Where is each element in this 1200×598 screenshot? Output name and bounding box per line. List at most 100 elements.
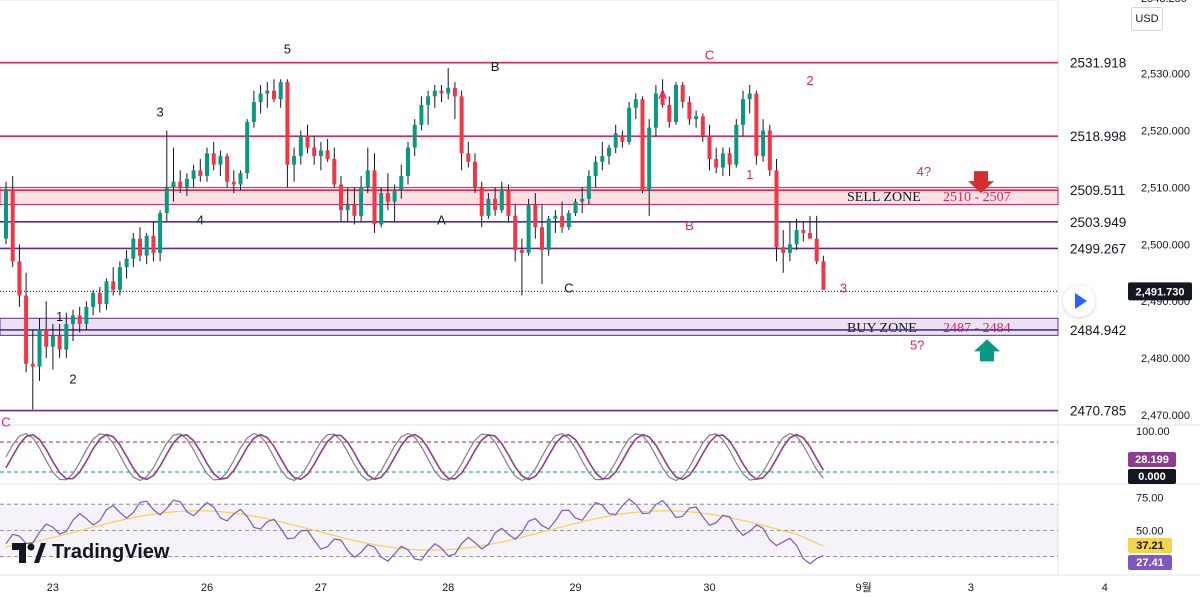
candle-body	[419, 104, 424, 125]
candle-body	[205, 153, 209, 177]
candle-body	[124, 258, 129, 268]
time-tick-label: 4	[1102, 582, 1108, 594]
stoch-k-value: 28.199	[1135, 454, 1169, 466]
candle-body	[258, 93, 263, 103]
candle-body	[158, 213, 163, 253]
candle-body	[754, 93, 759, 157]
candle-body	[647, 127, 652, 191]
stoch-k-badge	[1128, 452, 1176, 467]
candle-body	[560, 215, 565, 228]
arrow-up-icon	[974, 339, 1000, 362]
candle-body	[580, 198, 585, 202]
rsi-value-badge	[1128, 555, 1172, 570]
candle-body	[814, 238, 819, 262]
candle-body	[64, 323, 69, 350]
level-label: 2499.267	[1070, 241, 1126, 256]
sell-zone-range: 2510 - 2507	[943, 190, 1011, 205]
candle-body	[339, 184, 343, 211]
candle-body	[787, 244, 792, 253]
candle-body	[392, 190, 397, 202]
candle-body	[30, 363, 35, 367]
wave-label: 4	[197, 212, 204, 227]
candle-body	[741, 99, 745, 125]
wave-label: 5	[284, 42, 291, 57]
level-label: 2518.998	[1070, 129, 1126, 144]
level-label: 2531.918	[1070, 56, 1126, 71]
time-tick-label: 26	[201, 582, 213, 594]
candle-body	[479, 187, 484, 216]
candle-body	[540, 227, 544, 250]
candle-body	[801, 230, 806, 233]
candle-body	[218, 156, 223, 165]
candle-body	[231, 181, 236, 185]
candle-body	[499, 190, 504, 211]
candle-body	[131, 238, 136, 259]
candle-body	[452, 87, 457, 97]
price-tick-label: 2,520.000	[1141, 126, 1190, 138]
candle-body	[620, 136, 625, 142]
wave-label: 2	[69, 372, 76, 387]
candle-body	[312, 147, 317, 157]
candle-body	[653, 93, 658, 128]
candle-body	[808, 232, 812, 239]
candle-body	[379, 193, 384, 225]
candle-body	[660, 93, 665, 105]
price-tick-label: 2,480.000	[1141, 353, 1190, 365]
candle-body	[700, 116, 705, 137]
candle-body	[774, 170, 779, 248]
candle-body	[238, 173, 243, 185]
rsi-line	[5, 498, 824, 565]
candle-body	[352, 204, 357, 216]
candle-body	[24, 295, 29, 364]
candle-body	[513, 215, 518, 250]
time-tick-label: 30	[703, 582, 715, 594]
candle-body	[720, 153, 725, 168]
candle-body	[694, 116, 699, 120]
stoch-d-line	[5, 433, 825, 481]
candle-body	[667, 104, 672, 122]
candle-body	[332, 158, 337, 185]
wave-label: C	[705, 47, 714, 62]
candle-body	[727, 153, 732, 165]
sell-zone-label: SELL ZONE	[847, 190, 921, 205]
candle-body	[372, 170, 377, 225]
candle-body	[761, 130, 766, 157]
scroll-to-realtime-button[interactable]	[1063, 285, 1095, 317]
candle-body	[399, 176, 404, 191]
candle-body	[747, 93, 752, 100]
candle-body	[117, 267, 122, 290]
candle-body	[144, 235, 149, 256]
candle-body	[519, 249, 524, 253]
buy-zone-rect	[0, 317, 1059, 336]
candle-body	[4, 190, 8, 239]
price-tick-label: 2,510.000	[1141, 182, 1190, 194]
wave-label: C	[1, 414, 10, 429]
candle-body	[111, 281, 116, 290]
rsi-ma-badge	[1128, 538, 1172, 553]
wave-label: B	[685, 218, 694, 233]
wave-label: 5?	[910, 338, 924, 353]
rsi-axis-label: 50.00	[1136, 525, 1164, 537]
wave-label: 3	[156, 104, 163, 119]
candle-body	[345, 204, 350, 211]
last-price-label: 2,491.730	[1136, 286, 1185, 298]
candle-body	[285, 82, 290, 165]
candle-body	[466, 153, 471, 162]
currency-button[interactable]: USD	[1131, 7, 1163, 31]
wave-label: C	[564, 281, 573, 296]
candle-body	[225, 156, 230, 182]
candle-body	[687, 102, 692, 120]
wave-label: 2	[806, 73, 813, 88]
candle-body	[365, 170, 370, 188]
wave-label: 3	[840, 281, 847, 296]
wave-label: 1	[746, 167, 753, 182]
candle-body	[97, 292, 102, 305]
candle-body	[566, 213, 571, 228]
time-tick-label: 28	[442, 582, 454, 594]
candle-body	[526, 204, 531, 253]
wave-label: A	[437, 212, 446, 227]
price-tick-label: 2543.250	[1141, 0, 1187, 5]
candle-body	[821, 261, 826, 290]
time-tick-label: 3	[968, 582, 974, 594]
